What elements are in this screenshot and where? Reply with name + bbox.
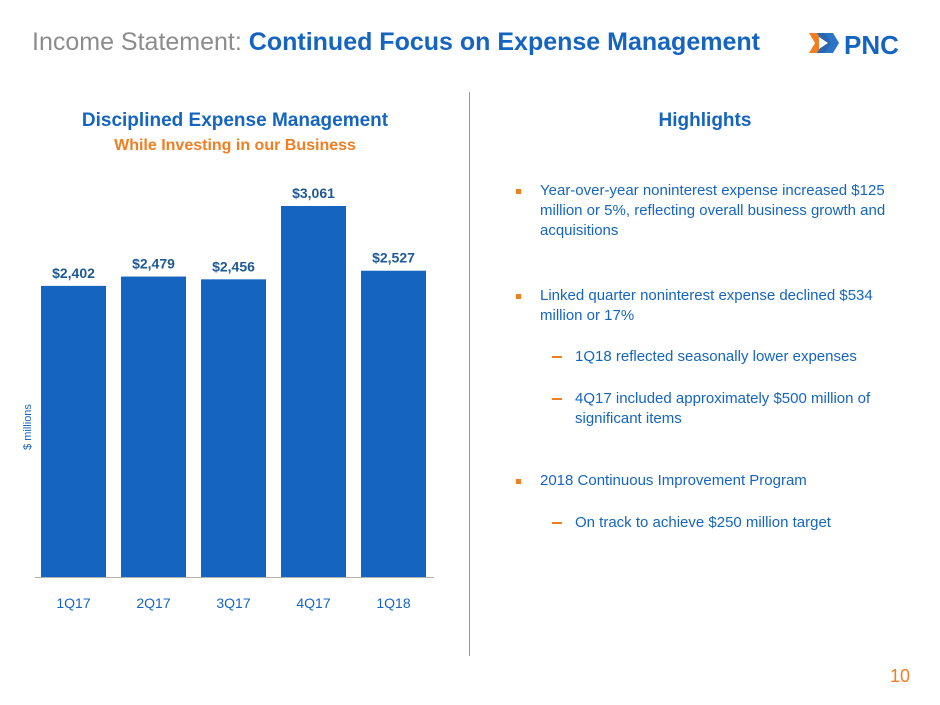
highlight-bullet: 2018 Continuous Improvement Program <box>516 471 896 491</box>
sub-bullet-text: 1Q18 reflected seasonally lower expenses <box>575 348 857 365</box>
data-label: $2,527 <box>372 250 415 266</box>
data-label: $2,402 <box>52 265 95 281</box>
highlight-text: Year-over-year noninterest expense incre… <box>540 182 886 239</box>
bar-1q17 <box>41 285 106 577</box>
dash-icon <box>552 398 562 400</box>
column-divider <box>469 92 470 656</box>
bullet-square-icon <box>516 479 521 484</box>
chart-title-block: Disciplined Expense Management While Inv… <box>40 110 430 155</box>
x-tick-label: 1Q17 <box>56 595 90 611</box>
highlight-bullet: Linked quarter noninterest expense decli… <box>516 286 896 326</box>
highlights-title: Highlights <box>658 110 752 131</box>
highlight-text: Linked quarter noninterest expense decli… <box>540 287 873 324</box>
chart-title: Disciplined Expense Management <box>81 110 389 131</box>
expense-bar-chart: $2,402 1Q17 $2,479 2Q17 $2,456 3Q17 $3,061 4Q17… <box>22 185 434 611</box>
data-label: $3,061 <box>292 185 335 201</box>
page-title-main: Continued Focus on Expense Management <box>248 28 760 56</box>
x-tick-label: 4Q17 <box>296 595 330 611</box>
y-axis-label: $ millions <box>22 404 34 450</box>
data-label: $2,479 <box>132 256 175 272</box>
highlight-sub-bullet: 1Q18 reflected seasonally lower expenses <box>552 347 902 367</box>
bar-2q17 <box>121 276 186 577</box>
pnc-logo: PNC <box>809 30 899 60</box>
highlight-sub-bullet: 4Q17 included approximately $500 million… <box>552 389 902 429</box>
pnc-logo-mark-icon <box>809 33 839 53</box>
dash-icon <box>552 356 562 358</box>
bar-3q17 <box>201 279 266 577</box>
chart-subtitle: While Investing in our Business <box>114 137 356 154</box>
x-tick-label: 1Q18 <box>376 595 410 611</box>
bullet-square-icon <box>516 189 521 194</box>
page-title: Income Statement: Continued Focus on Exp… <box>32 28 760 57</box>
sub-bullet-text: 4Q17 included approximately $500 million… <box>575 390 871 427</box>
x-tick-label: 3Q17 <box>216 595 250 611</box>
bar-1q18 <box>361 270 426 577</box>
highlight-text: 2018 Continuous Improvement Program <box>540 472 807 489</box>
sub-bullet-text: On track to achieve $250 million target <box>575 514 831 531</box>
pnc-logo-text: PNC <box>844 30 899 60</box>
dash-icon <box>552 522 562 524</box>
bar-4q17 <box>281 206 346 577</box>
x-tick-label: 2Q17 <box>136 595 170 611</box>
page-title-prefix: Income Statement: <box>32 28 242 56</box>
highlight-sub-bullet: On track to achieve $250 million target <box>552 513 902 533</box>
page-number: 10 <box>889 666 910 686</box>
data-label: $2,456 <box>212 258 255 274</box>
bullet-square-icon <box>516 294 521 299</box>
highlight-bullet: Year-over-year noninterest expense incre… <box>516 181 896 241</box>
